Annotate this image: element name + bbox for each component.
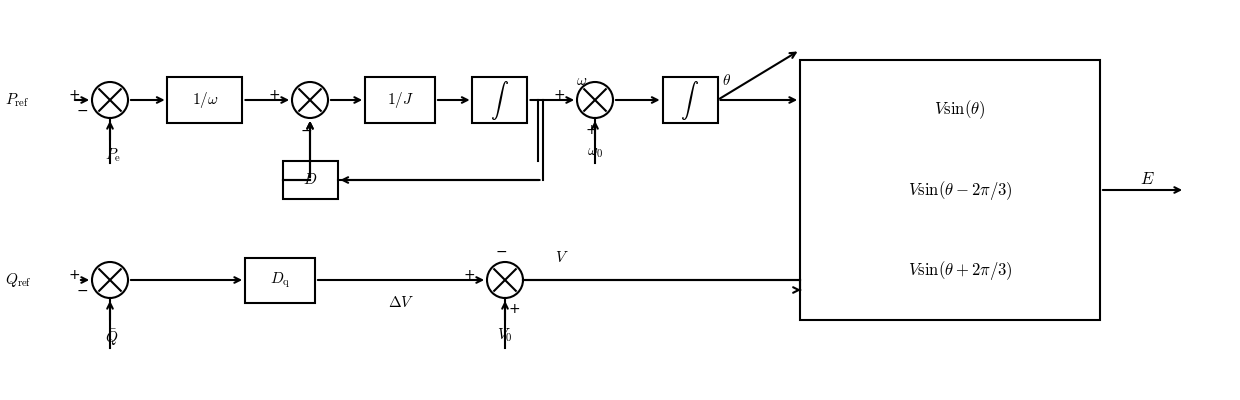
Text: $\Delta V$: $\Delta V$ bbox=[388, 295, 414, 310]
Text: $-$: $-$ bbox=[76, 103, 88, 117]
Text: $V$: $V$ bbox=[556, 250, 569, 265]
Bar bbox=[167, 78, 243, 122]
Text: +: + bbox=[68, 88, 81, 102]
Text: $D_{\rm q}$: $D_{\rm q}$ bbox=[270, 270, 290, 290]
Bar bbox=[662, 78, 718, 122]
Text: $\omega_0$: $\omega_0$ bbox=[587, 146, 603, 160]
Text: $V\sin(\theta + 2\pi/3)$: $V\sin(\theta + 2\pi/3)$ bbox=[908, 258, 1012, 282]
Text: $V\sin(\theta)$: $V\sin(\theta)$ bbox=[935, 99, 986, 121]
Text: +: + bbox=[68, 268, 81, 282]
Text: +: + bbox=[268, 88, 280, 102]
Text: $V\sin(\theta - 2\pi/3)$: $V\sin(\theta - 2\pi/3)$ bbox=[908, 178, 1012, 202]
Text: +: + bbox=[464, 268, 475, 282]
Bar bbox=[472, 78, 527, 122]
Bar bbox=[800, 60, 1100, 320]
Text: $1/J$: $1/J$ bbox=[387, 90, 413, 110]
Text: +: + bbox=[585, 123, 596, 137]
Text: $\int$: $\int$ bbox=[491, 78, 510, 122]
Text: $V_0$: $V_0$ bbox=[497, 326, 513, 344]
Text: $Q_{\rm ref}$: $Q_{\rm ref}$ bbox=[5, 271, 32, 289]
Text: $\theta$: $\theta$ bbox=[723, 73, 732, 88]
Text: +: + bbox=[508, 302, 521, 316]
Text: $\omega$: $\omega$ bbox=[575, 74, 587, 88]
Text: +: + bbox=[553, 88, 565, 102]
Text: $P_{\rm ref}$: $P_{\rm ref}$ bbox=[5, 91, 30, 109]
Text: $-$: $-$ bbox=[76, 283, 88, 297]
Text: $-$: $-$ bbox=[300, 123, 312, 137]
Bar bbox=[246, 258, 315, 302]
Text: $-$: $-$ bbox=[495, 244, 507, 258]
Bar bbox=[283, 161, 337, 199]
Text: $E$: $E$ bbox=[1140, 172, 1154, 188]
Text: $1/\omega$: $1/\omega$ bbox=[192, 90, 218, 110]
Text: $P_{\rm e}$: $P_{\rm e}$ bbox=[105, 146, 122, 164]
Text: $D$: $D$ bbox=[303, 172, 317, 188]
Bar bbox=[365, 78, 435, 122]
Text: $\int$: $\int$ bbox=[681, 78, 699, 122]
Text: $\bar{Q}$: $\bar{Q}$ bbox=[105, 328, 118, 348]
